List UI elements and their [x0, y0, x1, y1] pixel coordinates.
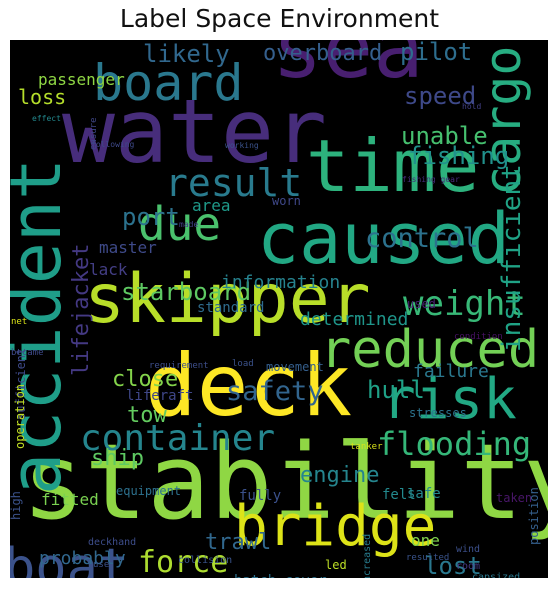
word-cloud: stability water deck sea time caused skipper ac… — [10, 40, 548, 578]
word-position: position — [527, 487, 541, 545]
word-force: force — [138, 545, 228, 578]
word-failure: failure — [413, 361, 489, 382]
word-working: working — [225, 141, 259, 150]
word-fell: fell — [382, 487, 416, 503]
word-stability: stability — [22, 421, 548, 543]
word-requirement: requirement — [149, 361, 209, 371]
word-due: due — [138, 197, 221, 251]
word-standard: standard — [197, 300, 264, 316]
word-led: led — [325, 558, 347, 572]
word-worn: worn — [272, 194, 301, 208]
word-engine: engine — [300, 463, 379, 488]
word-used: used — [407, 297, 436, 311]
word-load: load — [232, 359, 254, 369]
word-following: following — [91, 140, 135, 149]
word-hatch-cover: hatch cover — [234, 573, 327, 578]
word-trawl: trawl — [205, 530, 271, 555]
word-one: one — [411, 531, 440, 550]
word-weight: weight — [403, 284, 526, 324]
word-port: port — [122, 203, 180, 231]
word-liferaft: liferaft — [126, 388, 193, 404]
word-skipper: skipper — [84, 260, 371, 339]
word-tow: tow — [127, 403, 167, 428]
word-wind: wind — [456, 544, 480, 555]
word-stresses: stresses — [409, 406, 467, 420]
word-hold: hold — [462, 102, 481, 111]
word-fishing: fishing — [408, 142, 509, 170]
word-close: close — [112, 367, 178, 392]
word-speed: speed — [404, 82, 476, 110]
word-high: high — [10, 491, 23, 520]
word-master: master — [99, 238, 157, 257]
word-fishing-gear: fishing gear — [402, 175, 460, 184]
word-likely: likely — [143, 40, 230, 68]
word-area: area — [192, 196, 231, 215]
word-reduced: reduced — [320, 320, 539, 380]
word-operation: operation — [13, 384, 27, 449]
word-water: water — [62, 80, 327, 183]
word-information: information — [221, 272, 340, 293]
word-taken: taken — [496, 491, 532, 505]
word-bridge: bridge — [234, 494, 436, 559]
word-cloud-svg: stability water deck sea timecausedskipperac… — [10, 40, 548, 578]
word-loss: loss — [18, 85, 66, 109]
word-insufficient: insufficient — [497, 164, 527, 352]
word-fitted: fitted — [41, 490, 99, 509]
word-net: net — [11, 317, 27, 327]
word-lifejacket: lifejacket — [69, 244, 94, 376]
word-safe: safe — [407, 486, 441, 502]
word-flooding: flooding — [377, 425, 531, 463]
word-lost: lost — [424, 552, 482, 578]
word-increased: increased — [362, 534, 373, 578]
word-pilot: pilot — [400, 40, 472, 66]
word-cargo: cargo — [474, 45, 532, 196]
word-overboard: overboard — [263, 41, 382, 66]
word-became: became — [11, 348, 44, 358]
word-container: container — [80, 418, 275, 459]
word-determined: determined — [300, 309, 408, 330]
word-lack: lack — [89, 260, 128, 279]
word-board: board — [93, 54, 244, 112]
word-resulted: resulted — [406, 553, 449, 563]
word-control: control — [365, 223, 479, 254]
word-tanker: tanker — [350, 442, 383, 452]
word-equipment: equipment — [116, 484, 181, 498]
word-unable: unable — [401, 122, 488, 150]
word-effect: effect — [32, 114, 61, 123]
word-collision: collision — [178, 555, 232, 566]
word-deck: deck — [145, 336, 352, 436]
chart-title: Label Space Environment — [119, 4, 440, 33]
word-ensure: ensure — [89, 117, 99, 150]
word-made: made — [179, 220, 198, 229]
word-time: time — [306, 124, 479, 208]
word-hull: hull — [367, 376, 425, 404]
word-sea: sea — [272, 40, 424, 97]
word-fully: fully — [239, 488, 281, 504]
word-passenger: passenger — [38, 70, 125, 89]
word-capsized: capsized — [472, 572, 520, 578]
word-deckhand: deckhand — [88, 537, 136, 548]
word-movement: movement — [266, 360, 324, 374]
word-ship: ship — [91, 446, 144, 471]
word-use: use — [93, 560, 109, 570]
word-accident: accident — [10, 158, 77, 495]
word-caused: caused — [257, 198, 510, 280]
word-risk: risk — [382, 367, 517, 432]
word-starboard: starboard — [121, 278, 251, 306]
word-boat: boat — [10, 538, 129, 578]
word-condition: condition — [454, 332, 503, 342]
word-safety: safety — [226, 376, 324, 407]
word-room: room — [456, 561, 480, 572]
word-sufficient: sufficient — [14, 348, 28, 420]
word-probably: probably — [39, 548, 126, 569]
word-result: result — [165, 161, 302, 205]
